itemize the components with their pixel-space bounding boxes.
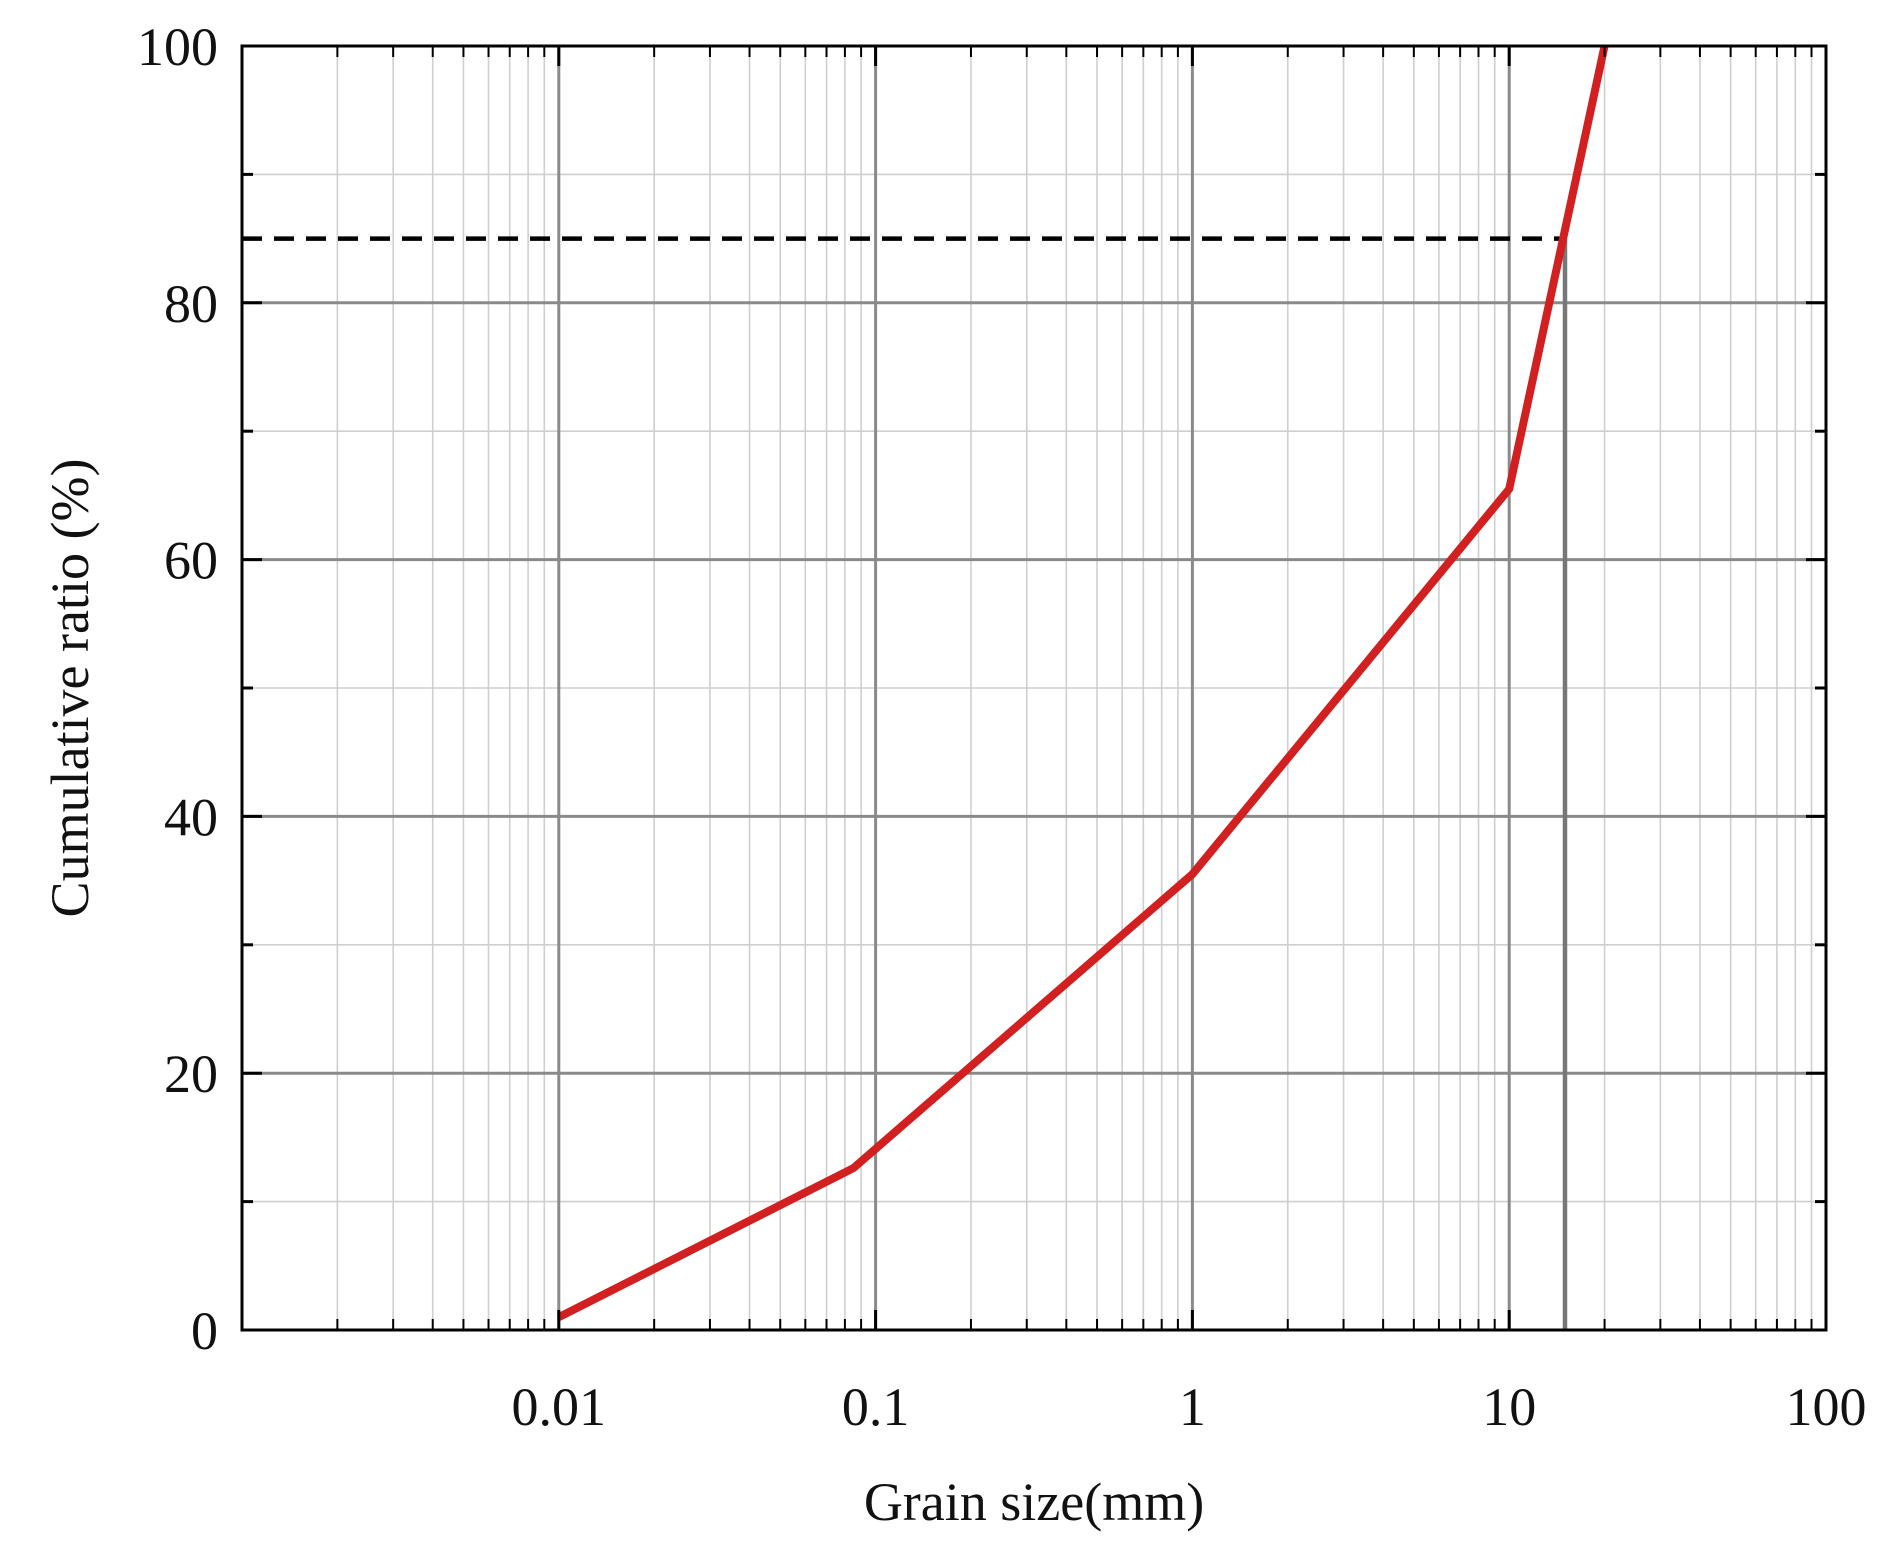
x-axis-title: Grain size(mm) xyxy=(864,1472,1204,1532)
series-line xyxy=(556,45,1609,1321)
grid-layer xyxy=(242,46,1826,1330)
y-tick-label: 100 xyxy=(137,17,218,77)
y-tick-label: 0 xyxy=(191,1301,218,1361)
y-tick-label: 80 xyxy=(164,274,218,334)
y-tick-label: 60 xyxy=(164,531,218,591)
x-tick-label: 0.01 xyxy=(512,1377,607,1437)
y-tick-label: 20 xyxy=(164,1044,218,1104)
x-tick-label: 10 xyxy=(1482,1377,1536,1437)
x-tick-label: 100 xyxy=(1786,1377,1867,1437)
x-tick-label: 0.1 xyxy=(842,1377,910,1437)
y-axis-title: Cumulative ratio (%) xyxy=(40,459,100,918)
ticks-layer xyxy=(242,44,1828,1332)
reference-lines-layer xyxy=(242,236,1568,1330)
y-tick-label: 40 xyxy=(164,787,218,847)
series-layer xyxy=(556,45,1609,1321)
labels-layer: 0 20 40 60 80 100 0.01 0.1 1 10 100 xyxy=(137,17,1867,1437)
x-tick-label: 1 xyxy=(1179,1377,1206,1437)
